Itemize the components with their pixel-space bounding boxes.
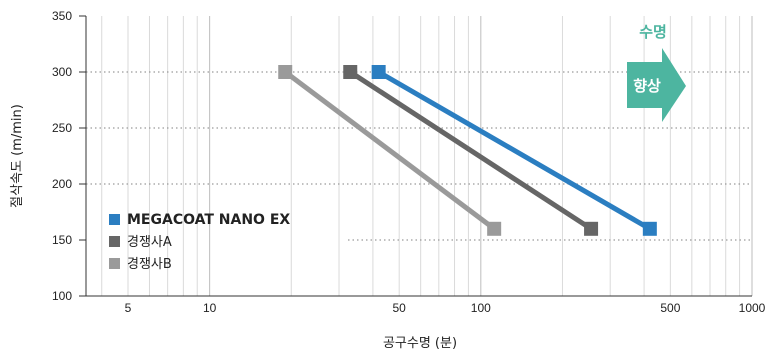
- series-0: [371, 65, 657, 236]
- series-point: [487, 221, 502, 236]
- series-point: [371, 65, 386, 79]
- x-axis-title: 공구수명 (분): [383, 336, 457, 351]
- annotation-arrow: [627, 48, 686, 122]
- series-line: [283, 70, 496, 231]
- tick-labels: 100 150 200 250 300 350 5 10 50 100 500 1000: [52, 9, 766, 315]
- y-axis-title: 절삭속도 (m/min): [10, 104, 25, 208]
- y-tick-label: 300: [52, 65, 72, 79]
- x-tick-label: 100: [471, 301, 491, 315]
- legend: MEGACOAT NANO EX 경쟁사A 경쟁사B: [109, 212, 290, 272]
- grid-lines: [86, 16, 753, 296]
- axes: [79, 15, 752, 297]
- x-tick-label: 10: [203, 301, 217, 315]
- annotation-top-label: 수명: [639, 23, 667, 41]
- y-tick-label: 350: [52, 9, 72, 23]
- x-tick-label: 5: [125, 301, 132, 315]
- series-1: [343, 65, 599, 236]
- y-tick-label: 250: [52, 121, 72, 135]
- series-line: [377, 69, 652, 231]
- series-2: [278, 65, 502, 236]
- y-tick-label: 200: [52, 177, 72, 191]
- series-point: [343, 65, 358, 79]
- y-tick-label: 100: [52, 289, 72, 303]
- series-line: [348, 69, 593, 231]
- life-improvement-annotation: 수명 향상: [627, 23, 686, 122]
- legend-swatch: [109, 236, 120, 247]
- x-tick-label: 50: [393, 301, 407, 315]
- series-point: [584, 221, 599, 236]
- x-tick-label: 1000: [739, 301, 766, 315]
- series-lines: [278, 65, 657, 236]
- legend-swatch: [109, 214, 120, 225]
- y-tick-label: 150: [52, 233, 72, 247]
- series-point: [278, 65, 293, 79]
- series-point: [642, 221, 657, 236]
- annotation-box-label: 향상: [633, 77, 661, 95]
- legend-label: 경쟁사A: [127, 235, 172, 250]
- legend-label: MEGACOAT NANO EX: [127, 212, 290, 228]
- legend-swatch: [109, 258, 120, 269]
- x-tick-label: 500: [660, 301, 680, 315]
- legend-label: 경쟁사B: [127, 257, 172, 272]
